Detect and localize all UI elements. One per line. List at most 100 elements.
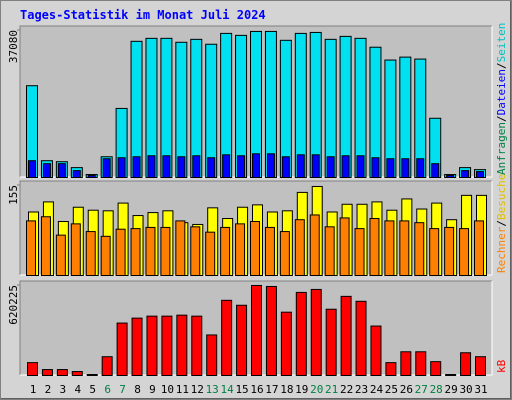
- bar: [252, 153, 260, 179]
- legend: kB: [495, 359, 508, 373]
- x-tick-label: 10: [161, 383, 174, 396]
- legend-entry: Dateien: [495, 69, 508, 115]
- bar: [415, 351, 427, 376]
- panel-bevel: [19, 25, 492, 177]
- legend-entry: Seiten: [495, 23, 508, 63]
- bar: [385, 362, 397, 376]
- panel-bevel: [19, 180, 492, 275]
- bar: [160, 226, 171, 276]
- bar: [116, 322, 128, 376]
- legend: Anfragen/Dateien/Seiten: [495, 23, 508, 175]
- bar: [294, 219, 305, 276]
- bar: [400, 351, 412, 376]
- bar: [236, 304, 248, 376]
- x-tick-label: 3: [60, 383, 67, 396]
- bar: [355, 300, 367, 377]
- y-tick-label: 37080: [7, 30, 20, 63]
- legend-entry: Besuche: [495, 174, 508, 220]
- bar: [222, 154, 231, 178]
- bar: [115, 228, 126, 277]
- x-tick-label: 12: [191, 383, 204, 396]
- bar: [431, 163, 440, 178]
- x-tick-label: 16: [250, 383, 263, 396]
- x-tick-label: 27: [415, 383, 428, 396]
- bar: [340, 295, 352, 376]
- bar: [461, 170, 470, 178]
- bar: [100, 235, 111, 276]
- legend-separator: /: [495, 115, 508, 122]
- bar: [235, 223, 246, 277]
- bar: [85, 231, 96, 277]
- legend-separator: /: [495, 220, 508, 227]
- bar: [71, 371, 83, 376]
- bar: [281, 156, 290, 178]
- bar: [26, 220, 36, 277]
- x-tick-label: 18: [280, 383, 293, 396]
- bar: [370, 325, 382, 376]
- bar: [326, 156, 335, 178]
- legend-entry: Rechner: [495, 226, 508, 273]
- bar: [175, 220, 186, 277]
- bar: [266, 153, 275, 179]
- bar: [101, 356, 113, 377]
- bar: [460, 352, 472, 376]
- bar: [430, 361, 442, 376]
- bar: [324, 226, 335, 276]
- bar: [205, 231, 216, 277]
- x-tick-label: 24: [370, 383, 384, 396]
- x-tick-label: 21: [325, 383, 338, 396]
- bar: [325, 308, 337, 377]
- x-tick-label: 25: [385, 383, 398, 396]
- bar: [72, 170, 81, 178]
- x-tick-label: 22: [340, 383, 353, 396]
- bar: [117, 157, 126, 178]
- bar: [459, 228, 470, 277]
- legend-entry: kB: [495, 359, 508, 373]
- bar: [161, 315, 173, 376]
- chart-title: Tages-Statistik im Monat Juli 2024: [20, 8, 266, 22]
- x-tick-label: 23: [355, 383, 368, 396]
- bar: [476, 171, 484, 179]
- bar: [40, 216, 51, 276]
- bar: [414, 222, 425, 276]
- bar: [250, 220, 260, 276]
- legend-separator: /: [495, 62, 508, 69]
- bar: [27, 362, 38, 376]
- bar: [220, 226, 231, 276]
- bar: [354, 228, 365, 277]
- x-tick-label: 7: [119, 383, 126, 396]
- bar: [130, 228, 141, 277]
- bar: [207, 157, 216, 178]
- x-tick-label: 19: [295, 383, 308, 396]
- x-tick-label: 20: [310, 383, 323, 396]
- bar: [177, 156, 186, 178]
- bar: [237, 155, 246, 178]
- bar: [401, 158, 410, 179]
- x-tick-label: 6: [104, 383, 111, 396]
- bar: [42, 163, 51, 178]
- x-tick-label: 13: [206, 383, 219, 396]
- x-tick-label: 17: [265, 383, 278, 396]
- bar: [206, 334, 218, 376]
- legend-entry: Anfragen: [495, 122, 508, 175]
- bar: [251, 284, 262, 376]
- bar: [369, 218, 380, 276]
- bar: [310, 288, 322, 376]
- bar: [87, 175, 96, 179]
- bar: [147, 155, 156, 178]
- bar: [102, 158, 111, 179]
- bar: [41, 369, 53, 377]
- bar: [86, 374, 98, 376]
- x-tick-label: 1: [30, 383, 37, 396]
- bar: [57, 163, 66, 178]
- bar: [146, 315, 158, 376]
- bar: [296, 154, 305, 178]
- x-tick-label: 5: [89, 383, 96, 396]
- bar: [280, 311, 292, 377]
- bar: [28, 160, 36, 178]
- bar: [132, 156, 141, 178]
- bar: [55, 234, 66, 276]
- x-tick-label: 14: [221, 383, 235, 396]
- x-tick-label: 28: [430, 383, 443, 396]
